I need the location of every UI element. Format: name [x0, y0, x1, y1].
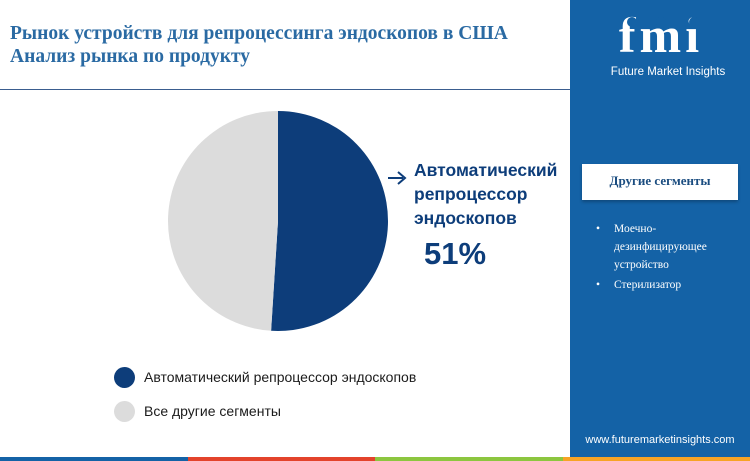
segments-list: Моечно-дезинфицирующее устройство Стерил… — [594, 220, 734, 296]
pie-slice-automatic — [271, 111, 389, 332]
callout-line-1: Автоматический — [414, 160, 558, 180]
strip-segment — [562, 457, 750, 461]
strip-segment — [0, 457, 188, 461]
segment-item: Моечно-дезинфицирующее устройство — [594, 220, 734, 274]
strip-segment — [375, 457, 563, 461]
title-line-2: Анализ рынка по продукту — [10, 46, 251, 67]
fmi-logo: fmi — [619, 10, 699, 60]
strip-segment — [187, 457, 375, 461]
callout-line-3: эндоскопов — [414, 208, 517, 228]
callout-label: Автоматический репроцессор эндоскопов — [414, 158, 574, 230]
brand-name: Future Market Insights — [610, 66, 726, 78]
chart-legend: Автоматический репроцессор эндоскопов Вс… — [114, 360, 416, 428]
callout-line-2: репроцессор — [414, 184, 528, 204]
callout-arrow — [388, 171, 407, 185]
bottom-color-strip — [0, 457, 750, 461]
legend-label-others: Все другие сегменты — [144, 403, 281, 419]
legend-item-others: Все другие сегменты — [114, 394, 416, 428]
title-divider — [0, 89, 570, 90]
legend-item-automatic: Автоматический репроцессор эндоскопов — [114, 360, 416, 394]
legend-dot-automatic — [114, 366, 135, 388]
callout-value: 51% — [424, 236, 487, 271]
legend-label-automatic: Автоматический репроцессор эндоскопов — [144, 369, 417, 385]
title-line-1: Рынок устройств для репроцессинга эндоск… — [10, 23, 508, 44]
segments-heading-box — [582, 164, 738, 200]
segment-item: Стерилизатор — [594, 276, 734, 294]
chart-title: Рынок устройств для репроцессинга эндоск… — [10, 22, 570, 68]
segments-heading: Другие сегменты — [609, 173, 711, 188]
pie-chart — [168, 111, 407, 332]
pie-slice-others — [168, 111, 278, 331]
globe-icon — [627, 17, 699, 27]
legend-dot-others — [114, 400, 135, 422]
website-url[interactable]: www.futuremarketinsights.com — [585, 434, 735, 446]
